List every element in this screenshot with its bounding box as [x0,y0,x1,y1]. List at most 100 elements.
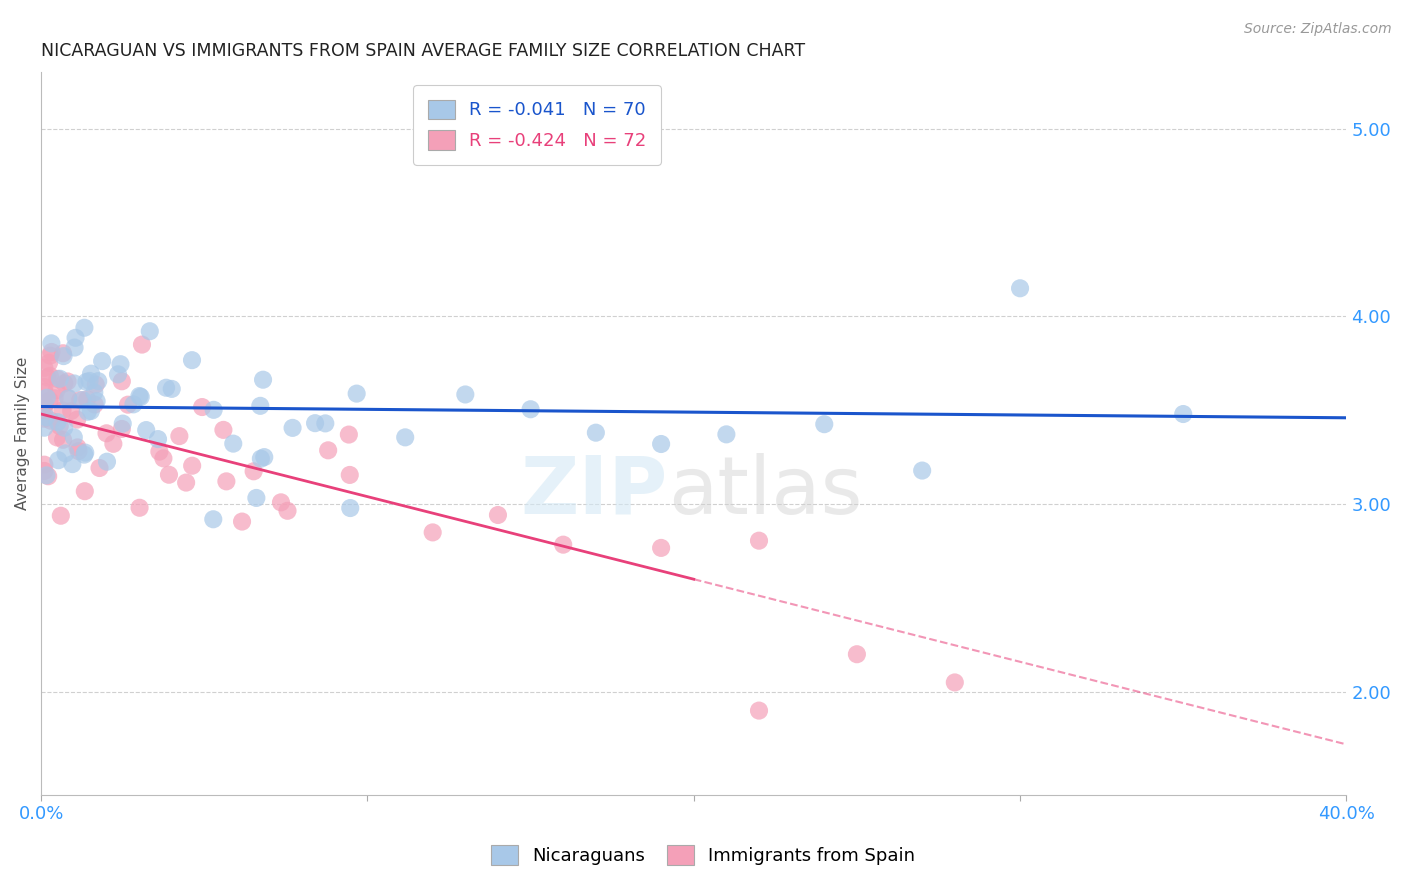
Legend: Nicaraguans, Immigrants from Spain: Nicaraguans, Immigrants from Spain [482,836,924,874]
Point [245,491,267,505]
Point [52,349,75,363]
Point [34,420,56,434]
Point [128,500,150,515]
Point [111,422,134,436]
Point [346,386,368,401]
Point [129,390,152,404]
Point [37,469,59,483]
Text: ZIP: ZIP [520,452,668,531]
Point [41,345,63,359]
Point [62,430,84,444]
Point [253,450,276,464]
Point [65,331,87,345]
Point [58,391,80,405]
Point [69,393,91,408]
Point [80,404,103,418]
Point [76,392,98,407]
Point [1173,407,1195,421]
Point [911,464,934,478]
Point [38,356,60,370]
Point [91,354,114,368]
Point [231,515,253,529]
Point [66,441,89,455]
Point [76,405,98,419]
Point [122,397,145,411]
Point [34,384,56,399]
Point [111,374,134,388]
Point [943,675,966,690]
Point [89,461,111,475]
Point [181,458,204,473]
Point [160,382,183,396]
Point [49,508,72,523]
Point [585,425,607,440]
Point [152,451,174,466]
Point [34,398,56,412]
Point [49,419,72,434]
Point [60,457,83,471]
Point [44,391,66,405]
Point [155,381,177,395]
Point [34,360,56,375]
Point [553,538,575,552]
Point [34,411,56,425]
Point [131,337,153,351]
Point [276,504,298,518]
Point [139,324,162,338]
Point [56,392,79,406]
Point [35,391,58,405]
Point [53,376,76,391]
Point [174,475,197,490]
Point [128,389,150,403]
Point [148,444,170,458]
Point [96,455,118,469]
Point [73,448,96,462]
Text: NICARAGUAN VS IMMIGRANTS FROM SPAIN AVERAGE FAMILY SIZE CORRELATION CHART: NICARAGUAN VS IMMIGRANTS FROM SPAIN AVER… [41,42,806,60]
Point [135,423,157,437]
Point [250,451,273,466]
Point [202,402,225,417]
Point [86,394,108,409]
Point [316,443,339,458]
Point [304,416,326,430]
Point [79,374,101,388]
Point [212,423,235,437]
Point [454,387,477,401]
Y-axis label: Average Family Size: Average Family Size [15,357,30,510]
Point [314,417,336,431]
Point [215,475,238,489]
Point [72,392,94,407]
Point [716,427,738,442]
Point [35,468,58,483]
Point [37,370,59,384]
Point [75,445,97,459]
Point [34,403,56,417]
Point [46,430,69,444]
Point [87,374,110,388]
Point [34,458,56,472]
Legend: R = -0.041   N = 70, R = -0.424   N = 72: R = -0.041 N = 70, R = -0.424 N = 72 [413,85,661,164]
Point [339,467,361,482]
Point [38,393,60,408]
Point [46,453,69,467]
Point [34,380,56,394]
Point [35,410,58,425]
Point [422,525,444,540]
Text: atlas: atlas [668,452,862,531]
Point [146,432,169,446]
Point [650,541,672,555]
Point [49,372,72,386]
Point [56,375,79,389]
Point [242,464,264,478]
Point [51,403,73,417]
Point [191,400,214,414]
Point [83,398,105,412]
Point [60,404,83,418]
Point [249,399,271,413]
Point [83,385,105,400]
Point [394,430,416,444]
Point [55,446,77,460]
Text: Source: ZipAtlas.com: Source: ZipAtlas.com [1244,22,1392,37]
Point [41,336,63,351]
Point [34,464,56,478]
